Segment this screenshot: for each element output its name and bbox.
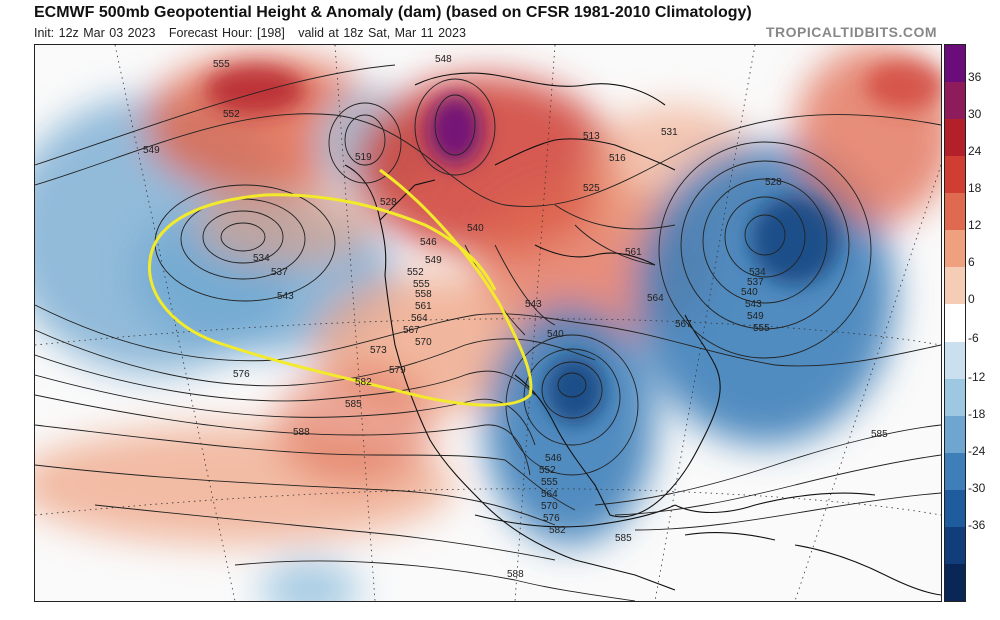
contour-label: 579 — [389, 365, 406, 376]
colorbar-tick-label: -12 — [968, 370, 986, 384]
colorbar-tick-label: 12 — [968, 218, 982, 232]
colorbar-swatch — [945, 156, 965, 194]
colorbar-swatch — [945, 45, 965, 83]
contour-label: 525 — [583, 183, 600, 194]
colorbar-swatch — [945, 341, 965, 380]
colorbar-swatch — [945, 193, 965, 231]
colorbar-tick-label: 6 — [968, 255, 975, 269]
colorbar-swatch — [945, 415, 965, 454]
map-svg: 555 552 549 548 519 528 534 537 543 546 … — [35, 45, 941, 601]
contour-label: 549 — [747, 311, 764, 322]
contour-label: 549 — [425, 255, 442, 266]
contour-label: 552 — [407, 267, 424, 278]
contour-label: 555 — [753, 323, 770, 334]
contour-label: 537 — [747, 277, 764, 288]
contour-label: 534 — [749, 267, 766, 278]
height-contours — [35, 64, 941, 601]
init-time: Init: 12z Mar 03 2023 — [34, 26, 156, 40]
colorbar-tick-label: 18 — [968, 181, 982, 195]
coastlines — [344, 72, 941, 596]
colorbar-swatch — [945, 119, 965, 157]
contour-label: 528 — [380, 197, 397, 208]
colorbar-tick-label: -24 — [968, 444, 986, 458]
contour-label: 585 — [345, 399, 362, 410]
contour-label: 585 — [615, 533, 632, 544]
contour-label: 585 — [871, 429, 888, 440]
anomaly-colorbar — [944, 44, 966, 602]
contour-label: 588 — [293, 427, 310, 438]
contour-label: 540 — [741, 287, 758, 298]
colorbar-swatch — [945, 489, 965, 528]
contour-label: 567 — [403, 325, 420, 336]
contour-label: 540 — [547, 329, 564, 340]
contour-label: 570 — [541, 501, 558, 512]
anomaly-shading — [35, 45, 941, 601]
contour-label: 543 — [277, 291, 294, 302]
colorbar-swatch — [945, 378, 965, 417]
weather-map: 555 552 549 548 519 528 534 537 543 546 … — [34, 44, 942, 602]
contour-label: 573 — [370, 345, 387, 356]
colorbar-tick-label: -6 — [968, 331, 979, 345]
contour-label: 552 — [539, 465, 556, 476]
colorbar-tick-label: 24 — [968, 144, 982, 158]
contour-label: 558 — [415, 289, 432, 300]
contour-label: 555 — [413, 279, 430, 290]
colorbar-swatch — [945, 82, 965, 120]
contour-label: 548 — [435, 54, 452, 65]
graticule — [35, 45, 941, 601]
colorbar-swatch — [945, 563, 965, 602]
map-subtitle: Init: 12z Mar 03 2023 Forecast Hour: [19… — [34, 26, 466, 40]
highlight-annotation — [147, 168, 533, 407]
colorbar-swatch — [945, 304, 965, 343]
contour-label: 582 — [549, 525, 566, 536]
contour-label: 570 — [415, 337, 432, 348]
contour-label: 549 — [143, 145, 160, 156]
contour-label: 564 — [411, 313, 428, 324]
contour-label: 582 — [355, 377, 372, 388]
contour-label: 540 — [467, 223, 484, 234]
contour-label: 564 — [647, 293, 664, 304]
colorbar-swatch — [945, 230, 965, 268]
brand-watermark: TROPICALTIDBITS.COM — [766, 24, 938, 40]
contour-label: 588 — [507, 569, 524, 580]
contour-label: 543 — [745, 299, 762, 310]
colorbar-swatch — [945, 526, 965, 565]
contour-label: 564 — [541, 489, 558, 500]
colorbar-tick-label: -30 — [968, 481, 986, 495]
colorbar-swatch — [945, 267, 965, 305]
contour-label: 546 — [420, 237, 437, 248]
contour-label: 537 — [271, 267, 288, 278]
contour-labels: 555 552 549 548 519 528 534 537 543 546 … — [143, 54, 888, 580]
contour-label: 567 — [675, 319, 692, 330]
contour-label: 519 — [355, 152, 372, 163]
map-title: ECMWF 500mb Geopotential Height & Anomal… — [34, 4, 752, 21]
colorbar-tick-label: -36 — [968, 518, 986, 532]
contour-label: 534 — [253, 253, 270, 264]
contour-label: 516 — [609, 153, 626, 164]
colorbar-swatch — [945, 452, 965, 491]
forecast-hour: Forecast Hour: [198] — [168, 26, 285, 40]
contour-label: 531 — [661, 127, 678, 138]
contour-label: 555 — [541, 477, 558, 488]
contour-label: 561 — [415, 301, 432, 312]
colorbar-tick-label: -18 — [968, 407, 986, 421]
contour-label: 561 — [625, 247, 642, 258]
contour-label: 555 — [213, 59, 230, 70]
contour-label: 576 — [543, 513, 560, 524]
contour-label: 546 — [545, 453, 562, 464]
contour-label: 528 — [765, 177, 782, 188]
contour-label: 543 — [525, 299, 542, 310]
contour-label: 513 — [583, 131, 600, 142]
contour-label: 552 — [223, 109, 240, 120]
colorbar-tick-label: 0 — [968, 292, 975, 306]
valid-time: valid at 18z Sat, Mar 11 2023 — [298, 26, 466, 40]
colorbar-tick-label: 36 — [968, 70, 982, 84]
colorbar-tick-label: 30 — [968, 107, 982, 121]
contour-label: 576 — [233, 369, 250, 380]
